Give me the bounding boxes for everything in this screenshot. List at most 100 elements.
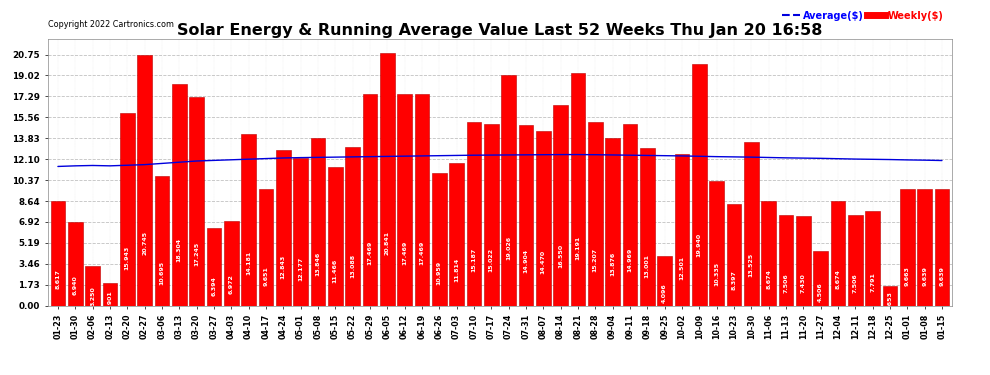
Bar	[276, 150, 291, 306]
Bar	[346, 147, 360, 306]
Bar	[258, 189, 273, 306]
Text: 13.846: 13.846	[316, 252, 321, 276]
Bar	[743, 142, 758, 306]
Text: 17.469: 17.469	[367, 241, 372, 265]
Bar	[397, 94, 412, 306]
Text: 8.674: 8.674	[766, 270, 771, 290]
Bar	[865, 211, 880, 306]
Text: 19.940: 19.940	[697, 233, 702, 257]
Text: 4.506: 4.506	[818, 282, 823, 302]
Bar	[189, 97, 204, 306]
Title: Solar Energy & Running Average Value Last 52 Weeks Thu Jan 20 16:58: Solar Energy & Running Average Value Las…	[177, 23, 823, 38]
Text: 14.470: 14.470	[541, 250, 545, 274]
Bar	[484, 124, 499, 306]
Text: 13.876: 13.876	[610, 252, 615, 276]
Bar	[501, 75, 516, 306]
Bar	[831, 201, 845, 306]
Text: 8.617: 8.617	[55, 270, 60, 290]
Text: 15.187: 15.187	[471, 248, 476, 272]
Text: 12.177: 12.177	[298, 256, 303, 281]
Text: 8.674: 8.674	[836, 270, 841, 290]
Text: 19.191: 19.191	[575, 236, 580, 260]
Text: 13.001: 13.001	[644, 254, 649, 278]
Text: 6.394: 6.394	[212, 276, 217, 296]
Text: 13.525: 13.525	[748, 253, 753, 277]
Text: 7.506: 7.506	[852, 273, 857, 293]
Bar	[761, 201, 776, 306]
Text: 15.207: 15.207	[593, 248, 598, 272]
Legend: Average($), Weekly($): Average($), Weekly($)	[778, 7, 947, 25]
Text: 3.250: 3.250	[90, 286, 95, 306]
Bar	[709, 180, 724, 306]
Text: 1.653: 1.653	[887, 291, 892, 310]
Bar	[207, 228, 222, 306]
Text: 18.304: 18.304	[177, 238, 182, 262]
Text: 11.466: 11.466	[333, 259, 338, 283]
Text: 1.901: 1.901	[108, 290, 113, 310]
Text: 14.181: 14.181	[247, 251, 251, 275]
Text: 10.959: 10.959	[437, 260, 442, 285]
Bar	[570, 74, 585, 306]
Text: 9.651: 9.651	[263, 267, 268, 286]
Text: 4.096: 4.096	[662, 284, 667, 303]
Bar	[640, 148, 654, 306]
Bar	[293, 158, 308, 306]
Bar	[362, 94, 377, 306]
Bar	[138, 55, 151, 306]
Text: 9.639: 9.639	[940, 267, 944, 286]
Bar	[623, 124, 638, 306]
Bar	[328, 167, 343, 306]
Bar	[466, 122, 481, 306]
Bar	[380, 53, 395, 306]
Text: 14.969: 14.969	[628, 248, 633, 273]
Bar	[674, 154, 689, 306]
Text: 12.843: 12.843	[281, 255, 286, 279]
Bar	[432, 173, 446, 306]
Bar	[588, 122, 603, 306]
Bar	[727, 204, 742, 306]
Text: 15.943: 15.943	[125, 245, 130, 270]
Text: 6.940: 6.940	[72, 275, 78, 294]
Bar	[778, 215, 793, 306]
Bar	[103, 283, 117, 306]
Text: 6.972: 6.972	[229, 274, 234, 294]
Bar	[848, 215, 862, 306]
Bar	[154, 176, 169, 306]
Bar	[120, 112, 135, 306]
Text: 9.639: 9.639	[922, 267, 928, 286]
Bar	[813, 251, 828, 306]
Text: 17.469: 17.469	[420, 241, 425, 265]
Bar	[242, 134, 256, 306]
Text: Copyright 2022 Cartronics.com: Copyright 2022 Cartronics.com	[48, 20, 173, 29]
Text: 7.506: 7.506	[783, 273, 788, 293]
Text: 16.550: 16.550	[558, 243, 563, 268]
Bar	[224, 221, 239, 306]
Text: 10.335: 10.335	[714, 262, 719, 286]
Bar	[553, 105, 568, 306]
Text: 17.245: 17.245	[194, 242, 199, 266]
Text: 8.397: 8.397	[732, 270, 737, 290]
Bar	[935, 189, 949, 306]
Bar	[605, 138, 620, 306]
Text: 7.430: 7.430	[801, 273, 806, 293]
Text: 10.695: 10.695	[159, 261, 164, 285]
Bar	[796, 216, 811, 306]
Bar	[900, 189, 915, 306]
Text: 7.791: 7.791	[870, 272, 875, 292]
Bar	[657, 256, 672, 306]
Text: 17.469: 17.469	[402, 241, 407, 265]
Bar	[68, 222, 82, 306]
Text: 15.022: 15.022	[489, 248, 494, 272]
Bar	[449, 163, 464, 306]
Text: 9.663: 9.663	[905, 267, 910, 286]
Text: 13.088: 13.088	[350, 254, 355, 278]
Bar	[415, 94, 430, 306]
Bar	[519, 125, 534, 306]
Bar	[883, 286, 897, 306]
Text: 12.501: 12.501	[679, 256, 684, 280]
Text: 20.745: 20.745	[143, 231, 148, 255]
Text: 14.904: 14.904	[524, 249, 529, 273]
Bar	[918, 189, 932, 306]
Bar	[172, 84, 187, 306]
Text: 19.026: 19.026	[506, 236, 511, 260]
